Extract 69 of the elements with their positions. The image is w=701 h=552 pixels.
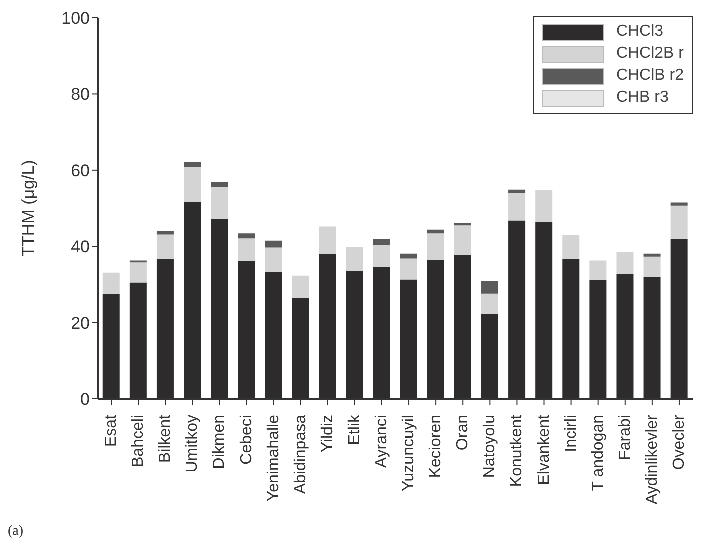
y-axis-title: TTHM (μg/L)	[19, 160, 38, 257]
bar	[454, 226, 472, 256]
bar	[211, 182, 228, 188]
x-tick-label: Elvankent	[536, 414, 553, 486]
bar	[590, 260, 607, 281]
bar	[292, 276, 310, 298]
bar	[130, 262, 147, 283]
x-tick-label: Konutkent	[508, 414, 526, 488]
bar	[156, 234, 174, 260]
y-tick-label: 80	[71, 85, 90, 104]
x-tick-label: Natoyolu	[482, 415, 499, 478]
bar	[238, 234, 256, 239]
bar	[482, 281, 499, 294]
bar	[156, 231, 174, 235]
y-tick-label: 100	[62, 9, 90, 28]
bar	[102, 272, 120, 294]
bar	[644, 254, 661, 257]
bar	[346, 246, 364, 271]
bar	[211, 187, 228, 220]
y-tick-label: 60	[71, 161, 90, 180]
x-tick-label: Abidinpasa	[292, 414, 310, 494]
bar	[670, 202, 688, 206]
y-tick-label: 40	[71, 238, 90, 257]
bar	[265, 248, 282, 273]
bar	[427, 230, 444, 234]
x-tick-label: Bilkent	[157, 414, 174, 464]
x-tick-label: Bahceli	[130, 415, 148, 468]
bar	[482, 294, 499, 314]
x-tick-label: Farabi	[616, 415, 634, 460]
x-tick-label: Oran	[454, 415, 472, 451]
x-tick-label: Esat	[103, 414, 120, 448]
bar	[265, 240, 282, 248]
x-tick-label: T andogan	[590, 415, 607, 492]
bar	[508, 190, 526, 194]
bar	[670, 206, 688, 240]
text: (a)	[8, 524, 24, 540]
bar	[184, 162, 202, 168]
x-tick-label: Incirli	[562, 415, 580, 452]
legend-label: CHCl3	[616, 23, 664, 41]
legend-label: CHB r3	[616, 89, 669, 107]
x-tick-label: Kecioren	[428, 415, 445, 478]
legend-label: CHClB r2	[616, 67, 684, 85]
bar	[427, 234, 444, 260]
x-tick-label: Dikmen	[211, 415, 228, 470]
bar	[454, 222, 472, 226]
y-tick-label: 0	[80, 390, 90, 410]
bar	[373, 239, 390, 246]
x-tick-label: Yuzuncuyil	[400, 415, 418, 492]
bar	[508, 193, 526, 221]
y-tick-label: 20	[71, 314, 90, 333]
bar	[644, 256, 661, 278]
bar	[238, 238, 256, 262]
bar	[400, 254, 418, 259]
x-tick-label: Ayranci	[373, 415, 390, 468]
x-tick-label: Yildiz	[319, 415, 336, 453]
x-tick-label: Cebeci	[238, 415, 256, 465]
x-tick-label: Yenimahalle	[265, 414, 282, 502]
bar	[562, 235, 580, 260]
bar	[184, 167, 202, 202]
x-tick-label: Ovecler	[670, 414, 688, 470]
bar	[536, 190, 553, 222]
legend-label: CHCl2B r	[616, 45, 684, 63]
x-tick-label: Umitkoy	[184, 415, 202, 473]
x-tick-label: Aydinlikevler	[644, 414, 661, 505]
bar	[373, 245, 390, 268]
bar	[616, 252, 634, 274]
bar	[400, 258, 418, 280]
x-tick-label: Etlik	[346, 414, 364, 446]
bar	[319, 226, 336, 254]
